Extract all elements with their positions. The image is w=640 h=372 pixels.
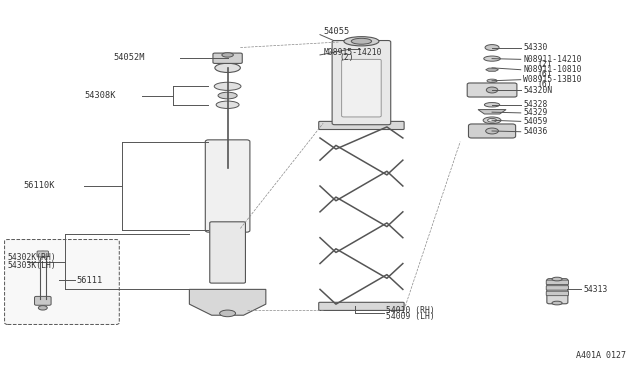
Ellipse shape	[222, 53, 234, 57]
Text: 54052M: 54052M	[113, 53, 145, 62]
FancyBboxPatch shape	[546, 280, 568, 285]
FancyBboxPatch shape	[467, 83, 517, 97]
Ellipse shape	[488, 118, 497, 122]
FancyBboxPatch shape	[213, 53, 243, 63]
Polygon shape	[478, 110, 506, 114]
Ellipse shape	[485, 45, 499, 51]
Text: 54009 (LH): 54009 (LH)	[387, 312, 435, 321]
Text: 56110K: 56110K	[24, 182, 55, 190]
Polygon shape	[486, 68, 499, 71]
Text: W08915-13B10: W08915-13B10	[524, 75, 582, 84]
Ellipse shape	[344, 37, 379, 46]
FancyBboxPatch shape	[546, 291, 568, 296]
Ellipse shape	[552, 301, 562, 305]
Text: 54328: 54328	[524, 100, 548, 109]
Text: 54320N: 54320N	[524, 86, 552, 94]
Ellipse shape	[220, 310, 236, 317]
Ellipse shape	[484, 56, 500, 61]
Text: 54036: 54036	[524, 127, 548, 136]
Text: (2): (2)	[339, 53, 354, 62]
Text: (6): (6)	[538, 70, 552, 79]
FancyBboxPatch shape	[547, 279, 568, 304]
Text: 54329: 54329	[524, 108, 548, 118]
Text: (6): (6)	[538, 80, 552, 89]
Text: 54010 (RH): 54010 (RH)	[387, 306, 435, 315]
Ellipse shape	[37, 251, 49, 257]
Polygon shape	[189, 289, 266, 315]
FancyBboxPatch shape	[319, 302, 404, 310]
FancyBboxPatch shape	[35, 296, 51, 305]
FancyBboxPatch shape	[332, 41, 391, 125]
Ellipse shape	[486, 87, 498, 93]
Text: 54055: 54055	[323, 27, 349, 36]
Text: 54313: 54313	[584, 285, 608, 294]
FancyBboxPatch shape	[210, 222, 246, 283]
Text: 54059: 54059	[524, 117, 548, 126]
Ellipse shape	[552, 277, 562, 281]
FancyBboxPatch shape	[342, 60, 381, 117]
FancyBboxPatch shape	[4, 240, 119, 324]
Text: A401A 0127: A401A 0127	[576, 350, 626, 359]
Ellipse shape	[351, 38, 372, 44]
Text: 56111: 56111	[77, 276, 103, 285]
Text: 54303K(LH): 54303K(LH)	[8, 261, 56, 270]
Ellipse shape	[483, 117, 501, 124]
FancyBboxPatch shape	[37, 251, 49, 257]
Ellipse shape	[215, 63, 241, 73]
Text: 54308K: 54308K	[84, 91, 116, 100]
Ellipse shape	[486, 128, 499, 134]
Ellipse shape	[216, 101, 239, 109]
Text: 54330: 54330	[524, 43, 548, 52]
Text: N08911-14210: N08911-14210	[524, 55, 582, 64]
Ellipse shape	[218, 92, 237, 99]
FancyBboxPatch shape	[205, 140, 250, 232]
FancyBboxPatch shape	[319, 121, 404, 129]
Text: (2): (2)	[538, 60, 552, 69]
Ellipse shape	[214, 82, 241, 90]
FancyBboxPatch shape	[468, 124, 516, 138]
Text: 54302K(RH): 54302K(RH)	[8, 253, 56, 263]
FancyBboxPatch shape	[546, 286, 568, 290]
Ellipse shape	[38, 306, 47, 310]
Ellipse shape	[487, 79, 497, 83]
Text: N08911-10810: N08911-10810	[524, 65, 582, 74]
Text: M08915-14210: M08915-14210	[323, 48, 381, 57]
Ellipse shape	[484, 103, 500, 107]
